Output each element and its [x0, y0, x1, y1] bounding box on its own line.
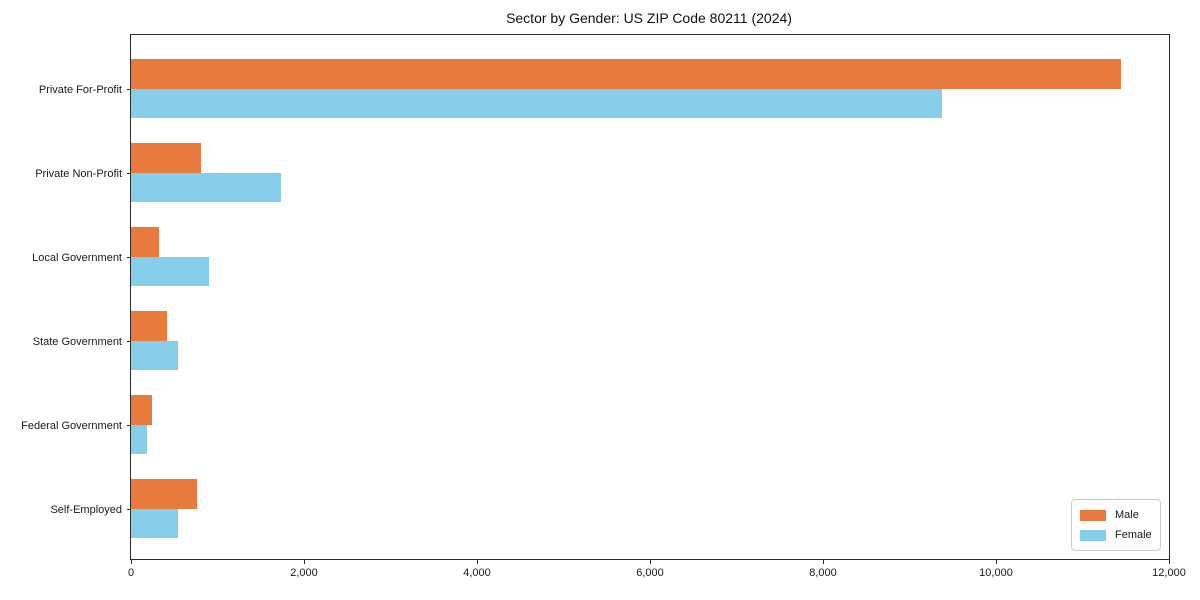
bar-male [131, 59, 1122, 89]
legend-label-female: Female [1115, 529, 1152, 541]
bar-male [131, 227, 159, 257]
x-tick-mark [131, 560, 132, 564]
bar-female [131, 257, 209, 286]
y-tick-label: State Government [32, 336, 122, 348]
bar-female [131, 341, 178, 370]
bar-male [131, 311, 168, 341]
y-tick-label: Federal Government [21, 420, 122, 432]
x-tick-label: 4,000 [463, 567, 491, 579]
x-tick-label: 12,000 [1152, 567, 1186, 579]
x-tick-mark [996, 560, 997, 564]
chart-title: Sector by Gender: US ZIP Code 80211 (202… [506, 10, 792, 26]
legend-label-male: Male [1115, 509, 1139, 521]
bar-female [131, 89, 943, 118]
y-tick-mark [127, 425, 131, 426]
x-tick-mark [477, 560, 478, 564]
y-tick-label: Private Non-Profit [35, 168, 122, 180]
x-tick-label: 10,000 [979, 567, 1013, 579]
x-tick-label: 8,000 [809, 567, 837, 579]
x-tick-mark [823, 560, 824, 564]
plot-area: Private For-Profit Private Non-Profit Loca… [21, 34, 1186, 579]
x-tick-mark [650, 560, 651, 564]
bar-female [131, 509, 178, 538]
x-tick-label: 2,000 [290, 567, 318, 579]
legend: Male Female [1071, 499, 1161, 551]
y-tick-mark [127, 89, 131, 90]
bar-male [131, 479, 198, 509]
bar-female [131, 173, 281, 202]
legend-swatch-male-icon [1080, 509, 1106, 521]
y-tick-mark [127, 509, 131, 510]
bar-male [131, 395, 152, 425]
y-tick-label: Private For-Profit [38, 84, 122, 96]
x-tick-mark [304, 560, 305, 564]
legend-swatch-female-icon [1080, 529, 1106, 541]
x-tick-label: 6,000 [636, 567, 664, 579]
y-tick-label: Local Government [32, 252, 122, 264]
y-tick-mark [127, 257, 131, 258]
y-tick-label: Self-Employed [50, 504, 122, 516]
x-tick-label: 0 [127, 567, 135, 579]
y-tick-mark [127, 341, 131, 342]
y-tick-mark [127, 173, 131, 174]
legend-item-female: Female [1080, 527, 1152, 543]
bar-male [131, 143, 202, 173]
legend-item-male: Male [1080, 507, 1152, 523]
bar-female [131, 425, 147, 454]
x-tick-mark [1169, 560, 1170, 564]
